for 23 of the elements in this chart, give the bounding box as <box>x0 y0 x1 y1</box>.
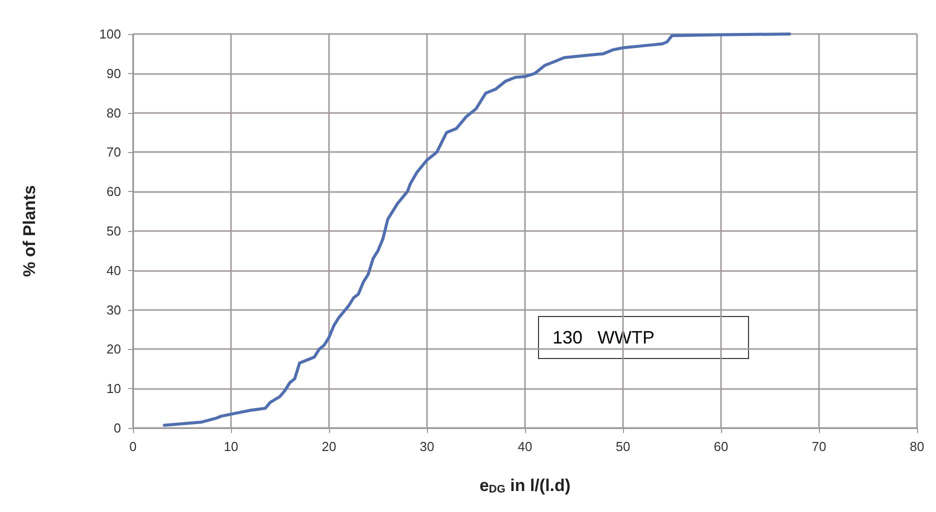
x-tick-label: 70 <box>812 439 826 454</box>
x-tick-label: 0 <box>129 439 137 454</box>
x-tick-label: 60 <box>714 439 728 454</box>
annotation: 130 WWTP <box>552 328 655 348</box>
y-tick-label: 20 <box>106 342 121 357</box>
y-axis-title: % of Plants <box>20 185 39 277</box>
x-tick-label: 30 <box>420 439 434 454</box>
y-tick-label: 70 <box>106 144 121 160</box>
y-tick-label: 40 <box>106 262 121 278</box>
x-tick-label: 80 <box>910 439 924 454</box>
y-tick-label: 0 <box>114 420 121 436</box>
x-tick-label: 20 <box>322 439 336 454</box>
y-tick-label: 50 <box>106 224 121 238</box>
line-series <box>162 32 792 427</box>
y-tick-label: 10 <box>106 381 121 396</box>
y-tick-label: 80 <box>106 105 121 120</box>
y-tick-label: 30 <box>106 302 121 318</box>
x-tick-label: 40 <box>518 439 532 454</box>
y-tick-label: 100 <box>99 26 121 42</box>
y-tick-label: 90 <box>106 66 121 81</box>
x-tick-label: 50 <box>616 439 630 454</box>
x-tick-label: 10 <box>224 439 238 454</box>
y-tick-label: 60 <box>106 184 121 200</box>
